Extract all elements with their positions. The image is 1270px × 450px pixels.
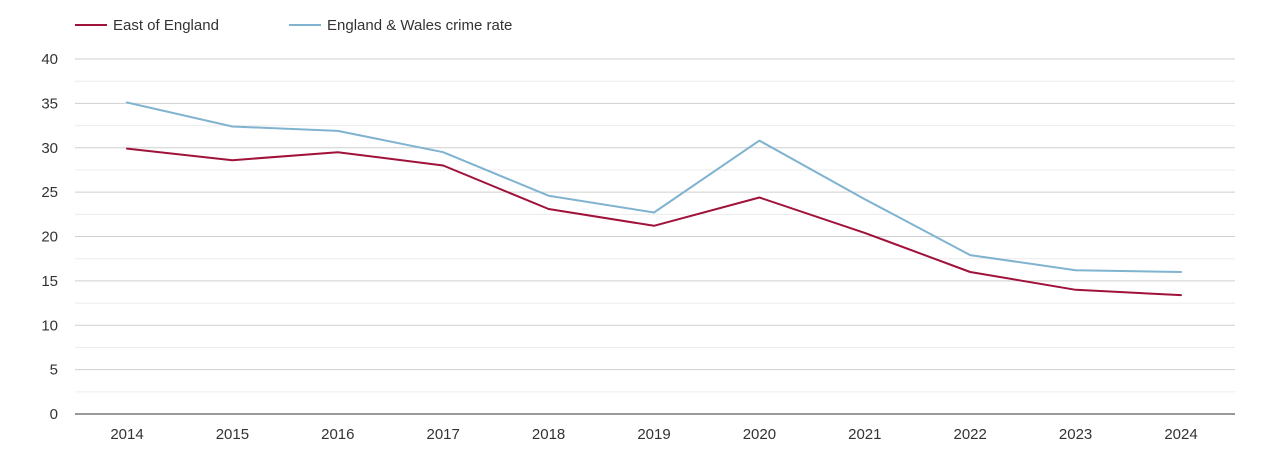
x-tick-label: 2021 — [848, 426, 881, 443]
y-tick-label: 25 — [41, 184, 58, 201]
legend-label: England & Wales crime rate — [327, 17, 512, 34]
x-tick-label: 2018 — [532, 426, 565, 443]
y-tick-label: 30 — [41, 140, 58, 157]
x-axis: 2014 2015 2016 2017 2018 2019 2020 2021 2022 2023… — [75, 413, 1235, 443]
x-tick-label: 2019 — [637, 426, 670, 443]
x-tick-label: 2016 — [321, 426, 354, 443]
x-tick-label: 2020 — [743, 426, 776, 443]
x-tick-label: 2024 — [1164, 426, 1197, 443]
x-tick-label: 2022 — [954, 426, 987, 443]
x-tick-label: 2014 — [110, 426, 143, 443]
series-line-east-of-england[interactable] — [126, 147, 1182, 297]
y-tick-label: 35 — [41, 95, 58, 112]
legend-item[interactable]: England & Wales crime rate — [289, 17, 512, 34]
y-tick-label: 10 — [41, 317, 58, 334]
x-tick-label: 2015 — [216, 426, 249, 443]
y-tick-label: 40 — [41, 51, 58, 68]
legend-label: East of England — [113, 17, 219, 34]
x-tick-label: 2017 — [427, 426, 460, 443]
y-tick-label: 20 — [41, 229, 58, 246]
series-layer — [126, 101, 1182, 297]
y-tick-label: 5 — [50, 362, 58, 379]
x-tick-label: 2023 — [1059, 426, 1092, 443]
y-axis: 0 5 10 15 20 25 30 35 40 — [41, 51, 58, 423]
y-tick-label: 0 — [50, 406, 58, 423]
legend-item[interactable]: East of England — [75, 17, 219, 34]
grid — [75, 58, 1235, 393]
series-line-england-wales[interactable] — [126, 101, 1182, 273]
y-tick-label: 15 — [41, 273, 58, 290]
legend: East of England England & Wales crime rat… — [75, 17, 512, 34]
